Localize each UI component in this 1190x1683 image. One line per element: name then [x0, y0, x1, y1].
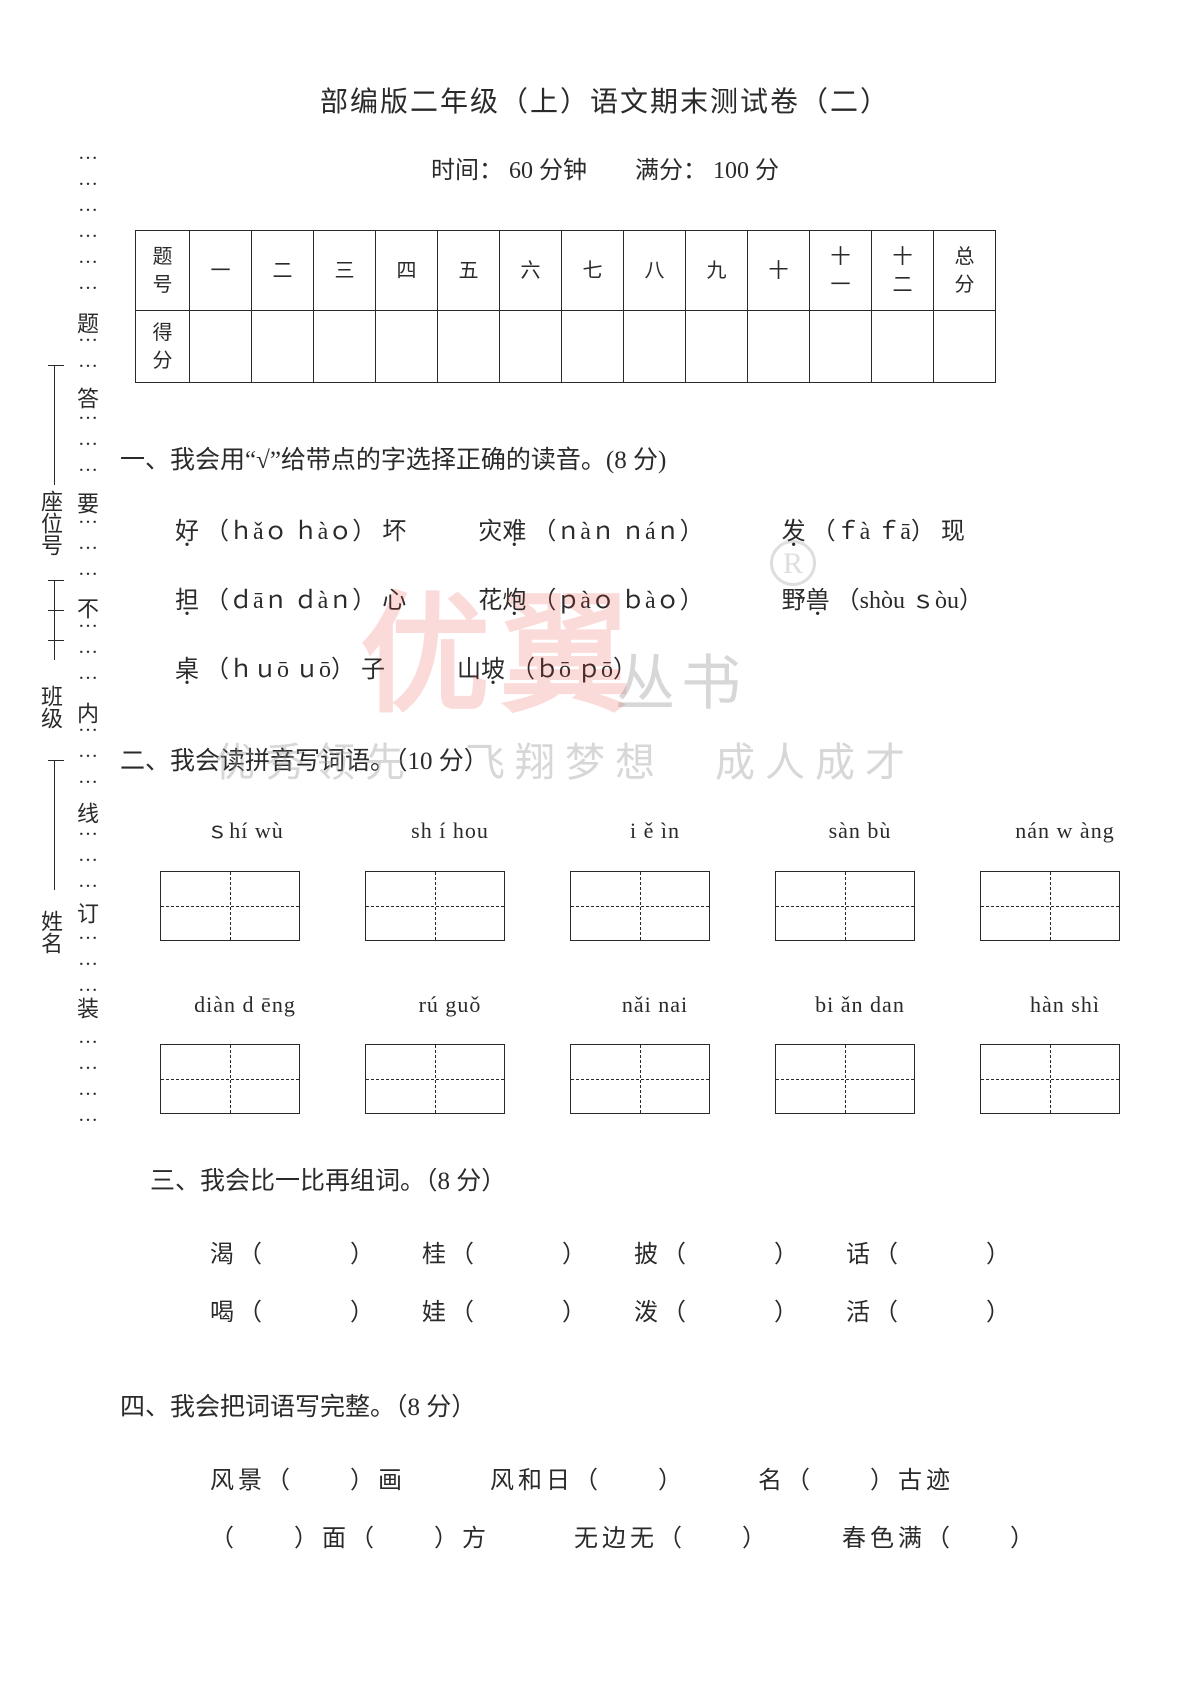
q3-title: 三、我会比一比再组词。（8 分）: [150, 1154, 1130, 1209]
pinyin-label: i ě ìn: [585, 807, 725, 855]
margin-tick: [48, 580, 64, 581]
tianzi-box[interactable]: [570, 1044, 710, 1114]
score-col-header: 七: [562, 231, 624, 311]
question-2: 二、我会读拼音写词语。（10 分） ｓhí wù sh í hou i ě ìn sà…: [120, 734, 1130, 1114]
score-cell[interactable]: [562, 311, 624, 383]
pinyin-label: sh í hou: [380, 807, 520, 855]
score-cell[interactable]: [872, 311, 934, 383]
score-cell[interactable]: [934, 311, 996, 383]
q1-title: 一、我会用“√”给带点的字选择正确的读音。(8 分): [120, 433, 1130, 488]
pinyin-label: bi ǎn dan: [790, 981, 930, 1029]
score-cell[interactable]: [252, 311, 314, 383]
score-cell[interactable]: [190, 311, 252, 383]
q1-line: 担 （ｄāｎ ｄàｎ） 心 花炮 （ｐàｏ ｂàｏ） 野兽 （shòu ｓòu）: [175, 575, 1130, 628]
score-col-header: 总分: [934, 231, 996, 311]
score-col-header: 五: [438, 231, 500, 311]
tianzi-box[interactable]: [365, 871, 505, 941]
tianzi-box[interactable]: [775, 871, 915, 941]
tianzi-box[interactable]: [365, 1044, 505, 1114]
q1-line: 桌 （ｈｕō ｕō） 子 山坡 （ｂō ｐō）: [175, 644, 1130, 697]
tianzi-box[interactable]: [160, 1044, 300, 1114]
score-col-header: 六: [500, 231, 562, 311]
q3-line: 喝（ ） 娃（ ） 泼（ ） 活（ ）: [210, 1285, 1130, 1343]
pinyin-label: diàn d ēng: [175, 981, 315, 1029]
score-col-header: 二: [252, 231, 314, 311]
score-col-header: 三: [314, 231, 376, 311]
score-header: 得分: [136, 311, 190, 383]
score-cell[interactable]: [810, 311, 872, 383]
margin-rule: [54, 580, 55, 660]
tianzi-box[interactable]: [160, 871, 300, 941]
q4-line: 风景（ ）画 风和日（ ） 名（ ）古迹: [210, 1453, 1130, 1511]
score-cell[interactable]: [500, 311, 562, 383]
question-4: 四、我会把词语写完整。（8 分） 风景（ ）画 风和日（ ） 名（ ）古迹（ ）…: [120, 1380, 1130, 1568]
score-table: 题号一二三四五六七八九十十一十二总分 得分: [135, 230, 996, 383]
score-col-header: 四: [376, 231, 438, 311]
q1-line: 好 （ｈǎｏ ｈàｏ） 坏 灾难 （ｎàｎ ｎáｎ） 发 （ｆà ｆā） 现: [175, 506, 1130, 559]
margin-tick: [48, 760, 64, 761]
class-label: 班级: [34, 685, 66, 729]
tianzi-box[interactable]: [570, 871, 710, 941]
score-col-header: 十一: [810, 231, 872, 311]
score-cell[interactable]: [314, 311, 376, 383]
seat-label: 座位号: [34, 490, 66, 556]
pinyin-label: ｓhí wù: [175, 807, 315, 855]
name-label: 姓名: [34, 910, 66, 954]
pinyin-label: sàn bù: [790, 807, 930, 855]
score-cell[interactable]: [624, 311, 686, 383]
tianzi-box[interactable]: [980, 1044, 1120, 1114]
score-col-header: 一: [190, 231, 252, 311]
page: 部编版二年级（上）语文期末测试卷（二） 时间： 60 分钟 满分： 100 分 …: [80, 80, 1130, 1607]
margin-tick: [48, 365, 64, 366]
score-cell[interactable]: [438, 311, 500, 383]
pinyin-label: rú guǒ: [380, 981, 520, 1029]
tianzi-box[interactable]: [980, 871, 1120, 941]
margin-tick: [48, 640, 64, 641]
exam-subtitle: 时间： 60 分钟 满分： 100 分: [80, 150, 1130, 185]
score-cell[interactable]: [686, 311, 748, 383]
question-1: 一、我会用“√”给带点的字选择正确的读音。(8 分) 好 （ｈǎｏ ｈàｏ） 坏…: [120, 433, 1130, 696]
margin-rule: [54, 365, 55, 485]
q3-line: 渴（ ） 桂（ ） 披（ ） 话（ ）: [210, 1227, 1130, 1285]
score-col-header: 十二: [872, 231, 934, 311]
score-header: 题号: [136, 231, 190, 311]
exam-title: 部编版二年级（上）语文期末测试卷（二）: [80, 80, 1130, 120]
margin-tick: [48, 610, 64, 611]
score-col-header: 九: [686, 231, 748, 311]
pinyin-label: nán w àng: [995, 807, 1135, 855]
score-cell[interactable]: [376, 311, 438, 383]
q2-title: 二、我会读拼音写词语。（10 分）: [120, 734, 1130, 789]
score-col-header: 十: [748, 231, 810, 311]
question-3: 三、我会比一比再组词。（8 分） 渴（ ） 桂（ ） 披（ ） 话（ ）喝（ ）…: [120, 1154, 1130, 1342]
q4-title: 四、我会把词语写完整。（8 分）: [120, 1380, 1130, 1435]
pinyin-label: hàn shì: [995, 981, 1135, 1029]
score-cell[interactable]: [748, 311, 810, 383]
tianzi-box[interactable]: [775, 1044, 915, 1114]
q4-line: （ ）面（ ）方 无边无（ ） 春色满（ ）: [210, 1511, 1130, 1569]
pinyin-label: nǎi nai: [585, 981, 725, 1029]
margin-rule: [54, 760, 55, 890]
score-col-header: 八: [624, 231, 686, 311]
